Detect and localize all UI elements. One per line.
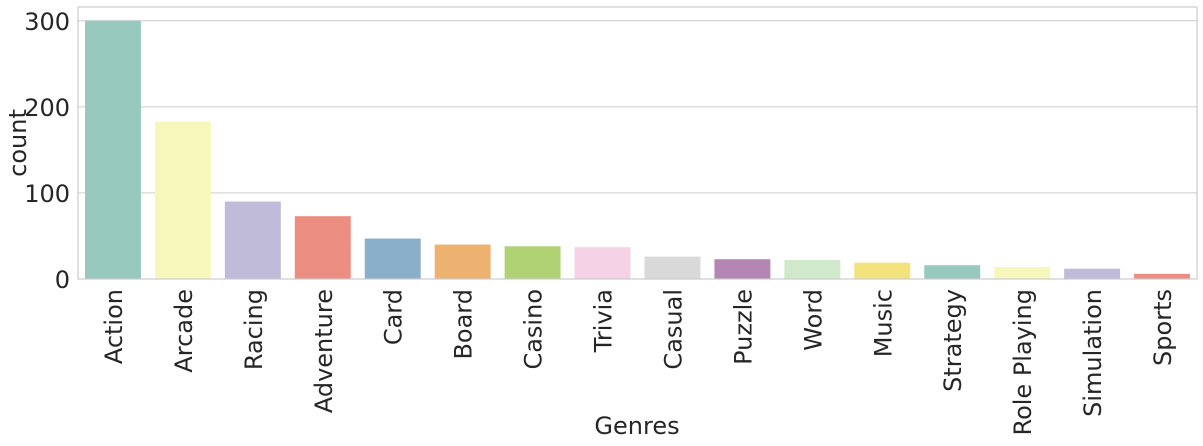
x-tick-label: Board: [450, 289, 478, 360]
bar: [364, 238, 421, 279]
bar: [644, 256, 701, 279]
plot-frame: [77, 6, 1198, 280]
x-tick-label: Casino: [520, 289, 548, 370]
x-axis-label: Genres: [594, 412, 679, 440]
bar: [1134, 273, 1191, 279]
x-tick-label: Strategy: [939, 289, 967, 392]
bar: [574, 247, 631, 279]
bar: [854, 262, 911, 279]
y-tick-label: 200: [24, 94, 70, 122]
x-tick-label: Adventure: [310, 289, 338, 413]
x-tick-label: Music: [869, 289, 897, 357]
x-tick-label: Word: [799, 289, 827, 351]
x-tick-label: Trivia: [590, 289, 618, 353]
bar: [434, 244, 491, 279]
x-tick-label: Sports: [1149, 289, 1177, 366]
bar: [84, 20, 141, 279]
x-tick-label: Simulation: [1079, 289, 1107, 417]
y-tick-label: 300: [24, 8, 70, 36]
x-tick-label: Action: [100, 289, 128, 364]
bar: [224, 201, 281, 279]
x-tick-label: Casual: [659, 289, 687, 370]
bar: [784, 260, 841, 279]
bar: [1064, 268, 1121, 279]
x-tick-label: Puzzle: [729, 289, 757, 365]
y-tick-label: 0: [55, 266, 70, 294]
y-tick-label: 100: [24, 180, 70, 208]
x-tick-label: Racing: [240, 289, 268, 370]
bar: [504, 246, 561, 279]
x-tick-label: Card: [380, 289, 408, 345]
bar: [994, 266, 1051, 279]
bar: [714, 259, 771, 279]
y-axis-label: count: [4, 109, 32, 177]
x-tick-label: Role Playing: [1009, 289, 1037, 436]
bar: [154, 121, 211, 279]
bar: [294, 216, 351, 279]
bar: [924, 265, 981, 279]
x-tick-label: Arcade: [170, 289, 198, 373]
